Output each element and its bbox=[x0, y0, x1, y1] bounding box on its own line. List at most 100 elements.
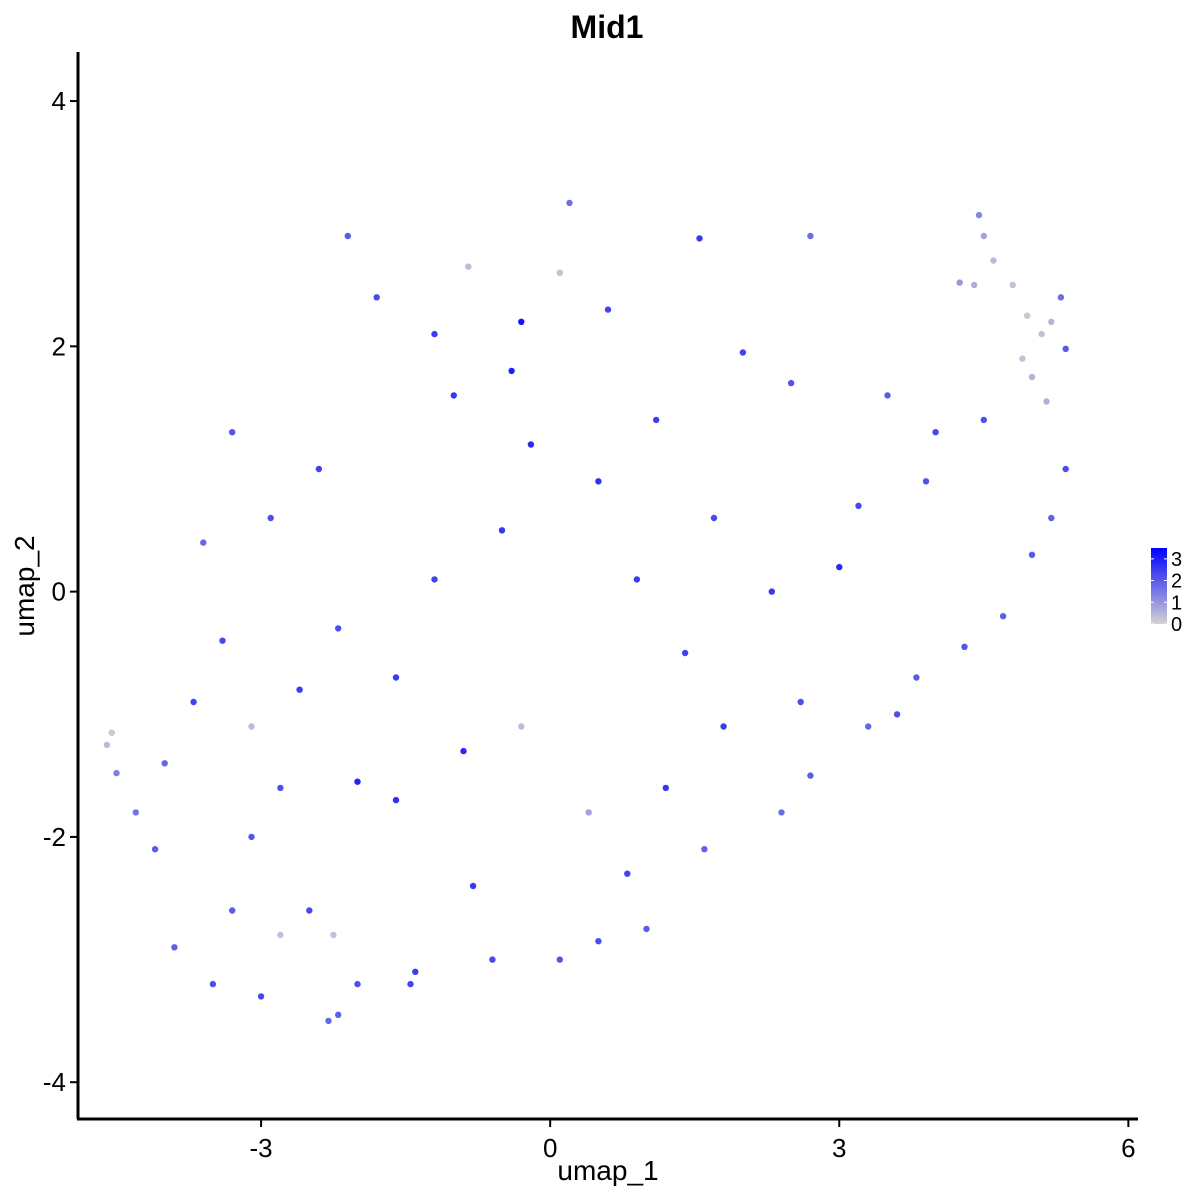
data-point bbox=[1023, 312, 1031, 319]
points-layer bbox=[103, 199, 1069, 1025]
data-point bbox=[701, 846, 708, 853]
data-point bbox=[518, 723, 525, 730]
data-point bbox=[696, 235, 703, 242]
data-point bbox=[1048, 514, 1055, 522]
data-point bbox=[884, 392, 891, 399]
colorbar-gradient bbox=[1151, 548, 1167, 624]
data-point bbox=[768, 588, 775, 595]
data-point bbox=[335, 1011, 342, 1018]
colorbar-tick-label: 0 bbox=[1171, 614, 1182, 636]
x-tick-label: 0 bbox=[543, 1133, 557, 1163]
y-tick-label: 2 bbox=[52, 331, 66, 361]
data-point bbox=[229, 907, 236, 914]
data-point bbox=[556, 269, 563, 276]
data-point bbox=[277, 784, 284, 792]
data-point bbox=[653, 416, 660, 424]
data-point bbox=[739, 349, 747, 356]
data-point bbox=[103, 741, 111, 749]
data-point bbox=[407, 980, 414, 988]
data-point bbox=[1019, 355, 1026, 362]
data-point bbox=[971, 281, 978, 289]
data-point bbox=[460, 747, 467, 755]
data-point bbox=[248, 833, 255, 841]
data-point bbox=[836, 563, 843, 571]
x-tick-label: -3 bbox=[250, 1133, 273, 1163]
data-point bbox=[932, 429, 939, 436]
data-point bbox=[922, 478, 930, 485]
data-point bbox=[489, 956, 496, 963]
data-point bbox=[710, 514, 718, 522]
x-tick-label: 6 bbox=[1121, 1133, 1135, 1163]
data-point bbox=[335, 625, 342, 632]
data-point bbox=[392, 674, 400, 681]
data-point bbox=[354, 980, 361, 988]
data-point bbox=[893, 711, 901, 718]
data-point bbox=[171, 944, 178, 951]
data-point bbox=[595, 478, 602, 485]
data-point bbox=[330, 931, 337, 939]
colorbar-tick-label: 3 bbox=[1171, 549, 1182, 571]
data-point bbox=[681, 649, 689, 657]
data-point bbox=[1028, 373, 1036, 381]
chart-title: Mid1 bbox=[571, 9, 644, 45]
data-point bbox=[797, 698, 804, 706]
data-point bbox=[527, 441, 535, 448]
data-point bbox=[306, 907, 313, 914]
data-point bbox=[1038, 330, 1045, 338]
data-point bbox=[161, 760, 168, 767]
data-point bbox=[1043, 398, 1050, 405]
data-point bbox=[465, 263, 472, 270]
data-point bbox=[643, 925, 650, 933]
data-point bbox=[975, 211, 983, 219]
data-point bbox=[807, 232, 814, 240]
data-point bbox=[1009, 281, 1016, 289]
data-point bbox=[1062, 345, 1069, 352]
data-point bbox=[980, 416, 987, 424]
data-point bbox=[999, 613, 1007, 620]
data-point bbox=[980, 232, 987, 240]
data-point bbox=[956, 279, 963, 286]
data-point bbox=[450, 392, 457, 399]
data-point bbox=[277, 931, 284, 939]
data-point bbox=[585, 809, 592, 816]
data-point bbox=[787, 379, 795, 387]
y-tick-label: 0 bbox=[52, 577, 66, 607]
y-tick-label: -4 bbox=[43, 1067, 66, 1097]
data-point bbox=[325, 1017, 332, 1025]
data-point bbox=[392, 796, 400, 804]
data-point bbox=[913, 674, 920, 681]
colorbar-tick-label: 1 bbox=[1171, 592, 1182, 614]
data-point bbox=[624, 870, 631, 877]
data-point bbox=[1062, 465, 1069, 473]
data-point bbox=[1057, 294, 1065, 301]
data-point bbox=[344, 232, 351, 240]
x-axis-title: umap_1 bbox=[557, 1155, 658, 1186]
data-point bbox=[807, 772, 814, 779]
data-point bbox=[200, 539, 207, 546]
data-point bbox=[373, 294, 380, 301]
data-point bbox=[961, 643, 968, 650]
data-point bbox=[151, 846, 159, 853]
data-point bbox=[604, 306, 612, 313]
y-tick-label: -2 bbox=[43, 822, 66, 852]
data-point bbox=[412, 968, 419, 975]
data-point bbox=[498, 527, 506, 534]
data-point bbox=[469, 882, 477, 890]
y-tick-label: 4 bbox=[52, 86, 66, 116]
y-axis-title: umap_2 bbox=[9, 535, 40, 636]
data-point bbox=[1048, 318, 1055, 325]
data-point bbox=[431, 576, 438, 583]
data-point bbox=[720, 723, 727, 730]
data-point bbox=[990, 257, 997, 264]
data-point bbox=[113, 769, 120, 777]
data-point bbox=[267, 514, 274, 522]
data-point bbox=[556, 956, 563, 963]
data-point bbox=[1028, 551, 1036, 558]
data-point bbox=[595, 938, 602, 945]
data-point bbox=[431, 330, 438, 338]
data-point bbox=[633, 576, 641, 583]
data-point bbox=[190, 698, 197, 706]
